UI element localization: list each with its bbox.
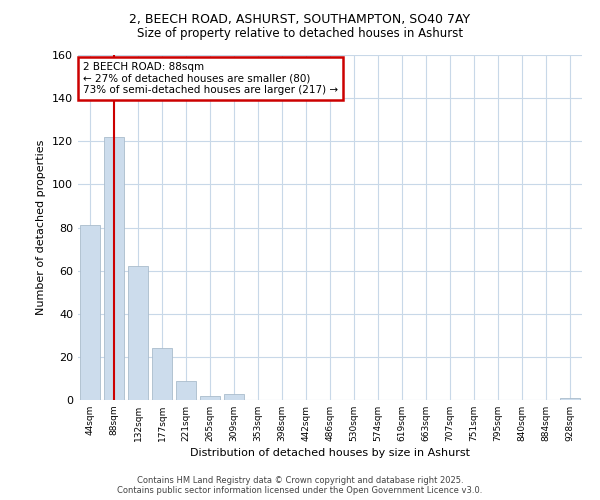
Bar (200, 396, 220, 400)
Text: 2 BEECH ROAD: 88sqm
← 27% of detached houses are smaller (80)
73% of semi-detach: 2 BEECH ROAD: 88sqm ← 27% of detached ho… (83, 62, 338, 95)
Bar (224, 394, 244, 400)
Bar (176, 380, 196, 400)
X-axis label: Distribution of detached houses by size in Ashurst: Distribution of detached houses by size … (190, 448, 470, 458)
Bar (80, 226, 100, 400)
Bar (128, 266, 148, 400)
Text: 2, BEECH ROAD, ASHURST, SOUTHAMPTON, SO40 7AY: 2, BEECH ROAD, ASHURST, SOUTHAMPTON, SO4… (130, 12, 470, 26)
Bar (104, 137, 124, 400)
Y-axis label: Number of detached properties: Number of detached properties (37, 140, 46, 315)
Text: Contains HM Land Registry data © Crown copyright and database right 2025.
Contai: Contains HM Land Registry data © Crown c… (118, 476, 482, 495)
Bar (152, 348, 172, 400)
Text: Size of property relative to detached houses in Ashurst: Size of property relative to detached ho… (137, 28, 463, 40)
Bar (560, 398, 580, 400)
